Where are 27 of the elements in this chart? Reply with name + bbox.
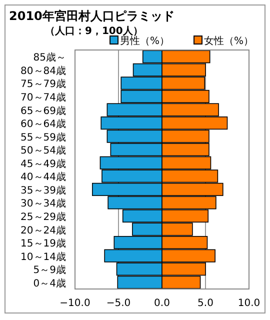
y-tick-label: 65～69歳: [20, 104, 66, 117]
y-tick-label: 60～64歳: [20, 118, 66, 130]
y-tick-label: 5～9歳: [33, 264, 66, 276]
y-tick-label: 25～29歳: [20, 210, 66, 223]
chart-title: 2010年宮田村人口ピラミッド: [9, 9, 174, 23]
y-tick-label: 10～14歳: [20, 250, 66, 263]
y-tick-label: 20～24歳: [20, 224, 66, 236]
y-tick-label: 45～49歳: [20, 158, 66, 170]
y-tick-label: 85歳～: [33, 52, 66, 64]
y-tick-label: 0～4歳: [33, 277, 66, 290]
chart-subtitle: （人口：9，100人）: [45, 25, 143, 37]
y-tick-label: 30～34歳: [20, 198, 66, 210]
y-tick-label: 40～44歳: [20, 171, 66, 184]
y-tick-label: 70～74歳: [20, 91, 66, 104]
y-tick-label: 15～19歳: [20, 238, 66, 250]
x-tick-label: 10.0: [238, 298, 260, 309]
y-tick-label: 50～54歳: [20, 144, 66, 157]
y-tick-label: 35～39歳: [20, 184, 66, 196]
x-tick-label: −5.0: [106, 298, 131, 309]
x-tick-label: 0.0: [154, 298, 170, 309]
x-tick-label: −10.0: [60, 298, 90, 309]
x-tick-label: 5.0: [198, 298, 214, 309]
y-tick-label: 75～79歳: [20, 78, 66, 90]
y-tick-label: 80～84歳: [20, 64, 66, 77]
legend-label: 男性（%）: [120, 35, 170, 47]
legend-label: 女性（%）: [204, 35, 254, 47]
y-tick-label: 55～59歳: [20, 131, 66, 144]
